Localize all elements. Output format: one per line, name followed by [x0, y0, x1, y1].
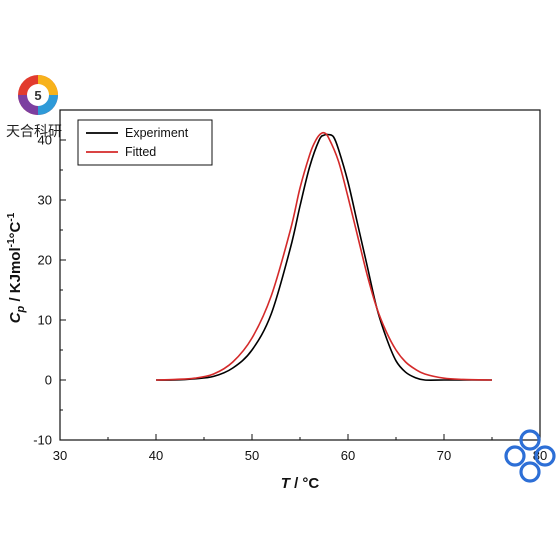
y-tick-label: 0: [45, 373, 52, 388]
y-tick-label: 10: [38, 313, 52, 328]
x-tick-label: 60: [341, 448, 355, 463]
watermark-corner-icon: [504, 429, 556, 483]
watermark-badge-text: 5: [34, 88, 41, 103]
x-tick-label: 30: [53, 448, 67, 463]
y-tick-label: 20: [38, 253, 52, 268]
y-tick-labels: -10 0 10 20 30 40: [33, 133, 52, 448]
y-axis-title: Cp / KJmol-1°C-1: [6, 212, 27, 323]
y-tick-label: 30: [38, 193, 52, 208]
legend-label-fitted: Fitted: [125, 145, 156, 159]
series-line-fitted: [155, 131, 493, 381]
x-tick-label: 50: [245, 448, 259, 463]
y-tick-label: -10: [33, 433, 52, 448]
x-tick-labels: 30 40 50 60 70 80: [53, 448, 547, 463]
series-lines: [155, 131, 493, 381]
watermark-logo-text: 天合科研: [6, 124, 62, 140]
axis-ticks: [59, 139, 541, 441]
x-tick-label: 40: [149, 448, 163, 463]
legend-label-experiment: Experiment: [125, 126, 189, 140]
watermark-logo: 5: [18, 75, 58, 115]
y-tick-label: 40: [38, 133, 52, 148]
legend-box: [77, 119, 213, 166]
x-tick-label: 70: [437, 448, 451, 463]
legend: Experiment Fitted: [77, 119, 213, 166]
series-line-experiment: [155, 133, 492, 381]
x-axis-title: T / °C: [281, 475, 320, 492]
